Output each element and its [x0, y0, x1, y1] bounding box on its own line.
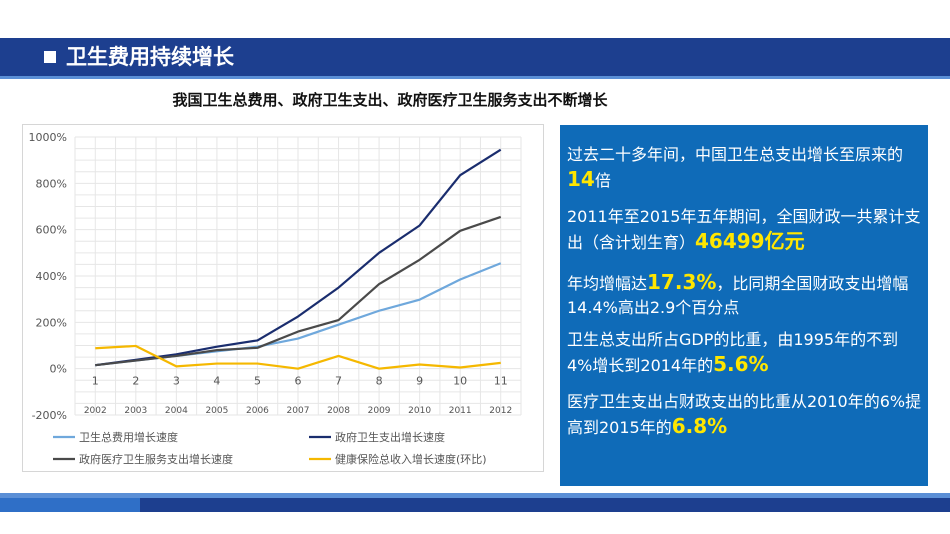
info-highlight: 6.8% — [671, 414, 728, 438]
series-line — [95, 344, 501, 370]
info-item-gdp-share: 卫生总支出所占GDP的比重，由1995年的不到4%增长到2014年的5.6% — [567, 328, 923, 378]
legend-label: 政府医疗卫生服务支出增长速度 — [79, 452, 233, 466]
x-year-label: 2007 — [287, 406, 310, 416]
header-stripe — [0, 76, 950, 79]
chart-svg: 1000% 800% 600% 400% 200% 0% -200% 1 2 3 4 5 6 7 8 9 10 1… — [29, 131, 522, 466]
y-tick-label: 800% — [36, 177, 67, 190]
x-year-label: 2009 — [368, 406, 391, 416]
series-line — [95, 215, 502, 367]
x-year-label: 2004 — [165, 406, 188, 416]
x-index-label: 10 — [453, 375, 467, 388]
x-index-label: 7 — [335, 375, 342, 388]
legend-label: 健康保险总收入增长速度(环比) — [335, 452, 487, 466]
info-text: 倍 — [594, 171, 611, 190]
info-text: 医疗卫生支出占财政支出的比重从2010年的6%提高到2015年的 — [567, 392, 922, 437]
x-year-label: 2010 — [408, 406, 431, 416]
x-year-label: 2012 — [489, 406, 512, 416]
y-tick-label: 200% — [36, 316, 67, 329]
x-index-label: 4 — [213, 375, 220, 388]
info-highlight: 46499亿元 — [695, 229, 805, 253]
info-text: ，比同期全国财政支出增幅14.4%高出2.9个百分点 — [567, 274, 909, 317]
page-title: 卫生费用持续增长 — [66, 45, 234, 69]
x-year-label: 2008 — [327, 406, 350, 416]
legend-label: 卫生总费用增长速度 — [79, 430, 178, 444]
footer-accent — [0, 498, 140, 512]
line-chart: 1000% 800% 600% 400% 200% 0% -200% 1 2 3 4 5 6 7 8 9 10 1… — [22, 124, 544, 472]
y-tick-label: 600% — [36, 224, 67, 237]
x-year-label: 2005 — [205, 406, 228, 416]
series-line — [95, 148, 502, 367]
x-index-label: 6 — [295, 375, 302, 388]
info-highlight: 17.3% — [647, 270, 717, 294]
x-year-label: 2003 — [124, 406, 147, 416]
y-tick-label: 0% — [50, 363, 67, 376]
x-index-label: 3 — [173, 375, 180, 388]
bullet-square-icon — [44, 51, 56, 63]
x-index-label: 9 — [416, 375, 423, 388]
info-item-total-growth: 过去二十多年间，中国卫生总支出增长至原来的 14倍 — [567, 143, 923, 193]
info-item-annual-growth: 年均增幅达17.3%，比同期全国财政支出增幅14.4%高出2.9个百分点 — [567, 270, 923, 320]
x-index-label: 8 — [376, 375, 383, 388]
y-tick-label: 1000% — [29, 131, 67, 144]
x-index-label: 1 — [92, 375, 99, 388]
info-text: 年均增幅达 — [567, 274, 648, 293]
info-text: 2011年至2015年五年期间，全国财政一共累计支出（含计划生育） — [567, 207, 921, 252]
info-text: 过去二十多年间，中国卫生总支出增长至原来的 — [567, 145, 904, 164]
footer-stripe — [0, 493, 950, 498]
y-tick-label: 400% — [36, 270, 67, 283]
chart-subtitle: 我国卫生总费用、政府卫生支出、政府医疗卫生服务支出不断增长 — [172, 91, 608, 109]
x-year-label: 2002 — [84, 406, 107, 416]
x-index-label: 11 — [494, 375, 508, 388]
info-panel: 过去二十多年间，中国卫生总支出增长至原来的 14倍 2011年至2015年五年期间… — [560, 125, 928, 486]
footer-bar — [0, 498, 950, 512]
x-index-label: 2 — [132, 375, 139, 388]
info-item-fiscal-spending: 2011年至2015年五年期间，全国财政一共累计支出（含计划生育）46499亿元 — [567, 205, 923, 255]
legend-label: 政府卫生支出增长速度 — [335, 430, 445, 444]
x-year-label: 2006 — [246, 406, 269, 416]
x-index-label: 5 — [254, 375, 261, 388]
info-highlight: 5.6% — [713, 352, 769, 376]
x-year-label: 2011 — [449, 406, 472, 416]
y-tick-label: -200% — [32, 409, 67, 422]
info-item-fiscal-share: 医疗卫生支出占财政支出的比重从2010年的6%提高到2015年的6.8% — [567, 390, 923, 440]
header-bar — [0, 38, 950, 76]
info-highlight: 14 — [567, 167, 595, 191]
info-text: 卫生总支出所占GDP的比重，由1995年的不到4%增长到2014年的 — [567, 330, 899, 375]
